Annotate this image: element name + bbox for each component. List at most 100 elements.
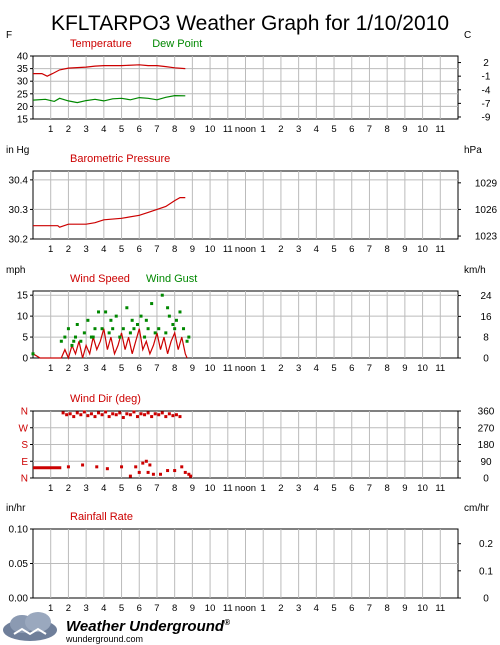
temperature-xtick-label: 6 — [349, 124, 354, 135]
winddir-series-1-point — [143, 413, 147, 417]
wind-series-1-point — [171, 323, 175, 326]
temperature-xtick-label: 1 — [261, 124, 266, 135]
winddir-xtick-label: 5 — [119, 483, 124, 494]
temperature-xtick-label: 2 — [66, 124, 71, 135]
wind-series-1-point — [100, 327, 104, 331]
winddir-series-1-point — [86, 414, 90, 418]
pressure-xtick-label: 10 — [417, 244, 428, 255]
temperature-ytick-label-left: 20 — [17, 102, 29, 113]
winddir-series-1-point — [171, 414, 175, 418]
wind-xtick-label: 3 — [83, 363, 88, 374]
wind-series-1-point — [109, 318, 113, 322]
wind-xtick-label: 4 — [314, 363, 319, 374]
winddir-series-1-point — [159, 472, 162, 476]
wind-ytick-label-right: 24 — [480, 291, 492, 302]
wind-series-1-point — [118, 335, 122, 339]
temperature-ytick-label-right: -7 — [482, 99, 491, 110]
pressure-xtick-label: 10 — [205, 244, 216, 255]
pressure-xtick-label: 8 — [385, 244, 390, 255]
wind-series-1-point — [160, 293, 164, 297]
winddir-series-1-point — [82, 410, 86, 414]
rainfall-xtick-label: 11 — [223, 603, 233, 614]
rainfall-xtick-label: 5 — [331, 603, 336, 614]
pressure-xtick-label: 5 — [119, 244, 124, 255]
winddir-series-1-point — [150, 415, 154, 419]
wind-series-1-point — [132, 327, 136, 331]
winddir-xtick-label: 2 — [66, 483, 71, 494]
rainfall-xtick-label: 6 — [349, 603, 354, 614]
pressure-ytick-label-left: 30.4 — [9, 175, 29, 186]
winddir-ytick-label-left: E — [21, 457, 28, 468]
rainfall-xtick-label: 1 — [48, 603, 53, 614]
pressure-title-part: Barometric Pressure — [70, 153, 170, 165]
wind-series-1-point — [74, 335, 77, 339]
wind-xtick-label: 3 — [296, 363, 301, 374]
winddir-series-1-point — [89, 412, 93, 416]
winddir-series-1-point — [125, 412, 129, 416]
pressure-xtick-label: 2 — [278, 244, 283, 255]
temperature-xtick-label: noon — [235, 124, 256, 135]
wind-series-1-point — [178, 310, 182, 314]
temperature-xtick-label: 9 — [402, 124, 407, 135]
temperature-title-part: Temperature — [70, 38, 132, 50]
pressure-ytick-label-left: 30.3 — [9, 205, 29, 216]
temperature-xtick-label: 5 — [119, 124, 124, 135]
winddir-series-1-point — [75, 411, 79, 415]
pressure-xtick-label: 9 — [190, 244, 195, 255]
wind-series-1-point — [128, 331, 132, 335]
temperature-xtick-label: 6 — [137, 124, 142, 135]
winddir-xtick-label: 7 — [367, 483, 372, 494]
wind-ytick-label-left: 15 — [17, 291, 29, 302]
winddir-series-1-point — [128, 413, 132, 417]
pressure-xtick-label: 11 — [435, 244, 445, 255]
temperature-ytick-label-left: 30 — [17, 77, 29, 88]
wind-xtick-label: 10 — [417, 363, 428, 374]
wind-series-1-point — [187, 335, 191, 339]
page-title: KFLTARPO3 Weather Graph for 1/10/2010 — [51, 12, 449, 35]
rainfall-xtick-label: 6 — [137, 603, 142, 614]
winddir-series-1-point — [114, 413, 118, 417]
winddir-series-1-point — [107, 415, 111, 419]
winddir-series-1-point — [135, 415, 139, 419]
wind-series-1-point — [75, 323, 79, 326]
wind-series-1-point — [121, 327, 125, 331]
winddir-series-1-point — [104, 410, 108, 414]
pressure-xtick-label: 8 — [172, 244, 177, 255]
brand-url: wunderground.com — [66, 634, 144, 644]
temperature-series-1-line — [32, 94, 186, 104]
wind-series-1-point — [66, 327, 70, 331]
temperature-xtick-label: 8 — [172, 124, 177, 135]
pressure-series-0-line — [33, 197, 186, 228]
wind-xtick-label: 1 — [261, 363, 266, 374]
rainfall-xtick-label: 7 — [367, 603, 372, 614]
pressure-xtick-label: 11 — [223, 244, 233, 255]
temperature-xtick-label: 10 — [417, 124, 428, 135]
pressure-xtick-label: 3 — [296, 244, 301, 255]
wind-xtick-label: 6 — [349, 363, 354, 374]
winddir-series-1-point — [141, 461, 145, 465]
pressure-xtick-label: noon — [235, 244, 256, 255]
rainfall-xtick-label: 10 — [205, 603, 216, 614]
wind-series-1-point — [166, 306, 170, 310]
wind-series-1-point — [111, 327, 115, 331]
cloud-logo-icon — [3, 612, 57, 641]
winddir-series-1-point — [134, 465, 138, 469]
wind-title-part: Wind Speed — [70, 273, 130, 285]
winddir-title-part: Wind Dir (deg) — [70, 393, 141, 405]
wind-xtick-label: 5 — [331, 363, 336, 374]
wind-series-1-point — [104, 310, 108, 314]
winddir-xtick-label: noon — [235, 483, 256, 494]
winddir-series-1-point — [65, 413, 69, 417]
pressure-xtick-label: 5 — [331, 244, 336, 255]
winddir-series-1-point — [72, 415, 76, 419]
winddir-xtick-label: 3 — [296, 483, 301, 494]
wind-xtick-label: 6 — [137, 363, 142, 374]
winddir-xtick-label: 6 — [137, 483, 142, 494]
wind-title-part: Wind Gust — [146, 273, 197, 285]
wind-ytick-label-right: 16 — [480, 312, 492, 323]
wind-series-1-point — [150, 302, 154, 306]
rainfall-xtick-label: 4 — [314, 603, 319, 614]
rainfall-unit-left: in/hr — [6, 503, 26, 514]
winddir-series-1-point — [68, 412, 72, 416]
wind-xtick-label: noon — [235, 363, 256, 374]
